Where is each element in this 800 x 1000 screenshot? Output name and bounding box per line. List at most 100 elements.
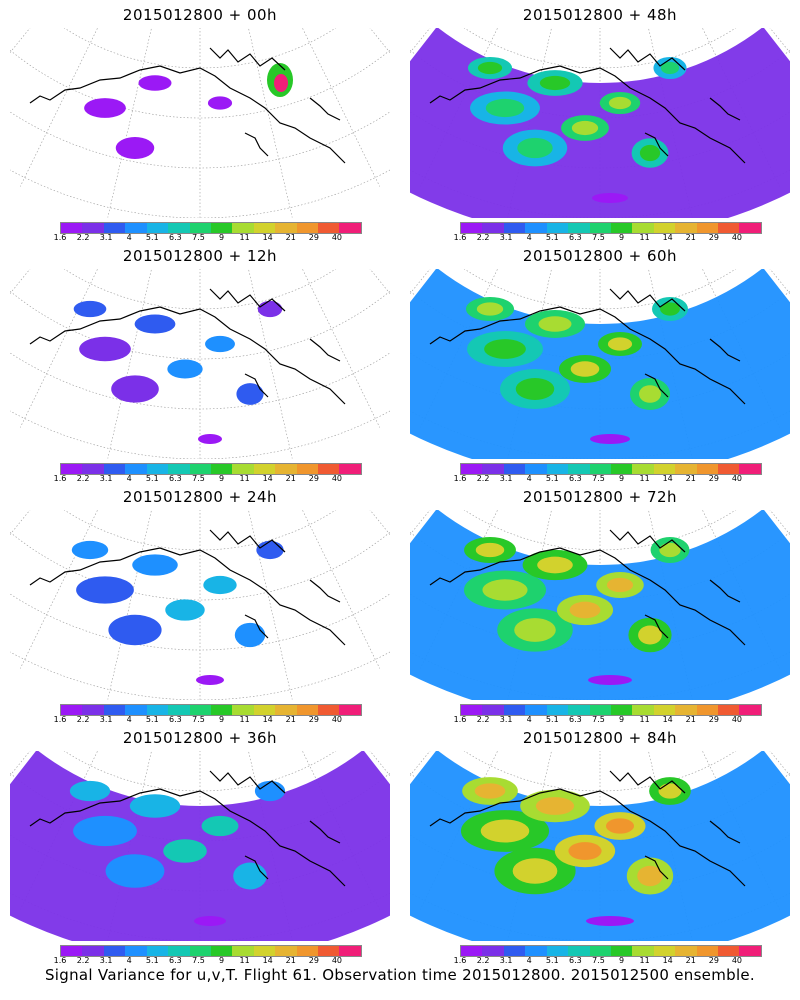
colorbar-swatch bbox=[589, 705, 611, 715]
colorbar-swatch bbox=[61, 223, 83, 233]
colorbar-swatch bbox=[525, 946, 547, 956]
colorbar-swatch bbox=[168, 464, 190, 474]
colorbar-tick-label: 11 bbox=[239, 233, 250, 242]
colorbar-swatch bbox=[189, 223, 211, 233]
colorbar-swatch bbox=[189, 946, 211, 956]
colorbar-tick-label: 14 bbox=[662, 474, 673, 483]
colorbar-tick-label: 4 bbox=[126, 956, 132, 965]
colorbar-swatch bbox=[696, 705, 719, 715]
colorbar-labels: 1.6 2.2 3.1 4 5.1 6.3 7.5 9 11 14 21 29 40 bbox=[454, 715, 766, 725]
colorbar-tick-label: 1.6 bbox=[53, 233, 67, 242]
colorbar-tick-label: 9 bbox=[618, 715, 625, 724]
colorbar-swatch bbox=[482, 464, 504, 474]
colorbar-labels: 1.6 2.2 3.1 4 5.1 6.3 7.5 9 11 14 21 29 40 bbox=[454, 474, 766, 484]
colorbar-swatch bbox=[568, 464, 590, 474]
colorbar-tick-label: 2.2 bbox=[476, 715, 490, 724]
colorbar-swatch bbox=[210, 223, 233, 233]
panel-title: 2015012800 + 60h bbox=[522, 247, 678, 265]
variance-field bbox=[71, 540, 284, 685]
colorbar-swatch bbox=[503, 464, 526, 474]
colorbar-tick-label: 7.5 bbox=[592, 715, 605, 724]
colorbar-tick-label: 3.1 bbox=[99, 233, 113, 242]
colorbar bbox=[60, 222, 362, 234]
colorbar-tick-label: 5.1 bbox=[145, 474, 159, 483]
colorbar-tick-label: 7.5 bbox=[592, 956, 605, 965]
colorbar-tick-label: 29 bbox=[308, 233, 319, 242]
colorbar-labels: 1.6 2.2 3.1 4 5.1 6.3 7.5 9 11 14 21 29 40 bbox=[453, 956, 766, 966]
colorbar-swatch bbox=[82, 464, 104, 474]
colorbar-tick-label: 1.6 bbox=[453, 956, 467, 965]
colorbar-tick-label: 9 bbox=[618, 233, 625, 242]
colorbar-tick-label: 29 bbox=[308, 474, 319, 483]
colorbar-tick-label: 21 bbox=[285, 715, 296, 724]
colorbar-tick-label: 4 bbox=[526, 233, 532, 242]
graticule bbox=[10, 28, 390, 218]
colorbar-swatch bbox=[653, 223, 676, 233]
colorbar-swatch bbox=[296, 705, 319, 715]
map-panel: 2015012800 + 72h 1.6 2.2 3.1 4 5.1 6.3 7.5 9 11 14… bbox=[400, 482, 800, 727]
colorbar-swatch bbox=[125, 464, 147, 474]
colorbar-tick-label: 7.5 bbox=[192, 715, 205, 724]
colorbar-swatch bbox=[189, 464, 211, 474]
colorbar-tick-label: 9 bbox=[218, 233, 225, 242]
colorbar-tick-label: 6.3 bbox=[569, 474, 582, 483]
colorbar-tick-label: 5.1 bbox=[145, 233, 159, 242]
colorbar-tick-label: 1.6 bbox=[53, 474, 67, 483]
colorbar-tick-label: 5.1 bbox=[545, 233, 559, 242]
colorbar-swatch bbox=[210, 946, 233, 956]
colorbar-swatch bbox=[546, 705, 569, 715]
colorbar-tick-label: 3.1 bbox=[99, 715, 113, 724]
panel-title: 2015012800 + 48h bbox=[522, 6, 678, 24]
colorbar-tick-label: 4 bbox=[126, 474, 132, 483]
colorbar-swatch bbox=[653, 705, 676, 715]
colorbar-swatch bbox=[739, 946, 761, 956]
colorbar-swatch bbox=[339, 705, 361, 715]
colorbar-swatch bbox=[461, 705, 483, 715]
colorbar-swatch bbox=[61, 705, 83, 715]
colorbar-tick-label: 21 bbox=[685, 233, 696, 242]
colorbar bbox=[460, 704, 762, 716]
colorbar-swatch bbox=[675, 464, 697, 474]
colorbar-tick-label: 40 bbox=[731, 956, 743, 965]
colorbar-swatch bbox=[503, 946, 526, 956]
colorbar-swatch bbox=[503, 705, 526, 715]
colorbar-swatch bbox=[632, 223, 654, 233]
colorbar-tick-label: 2.2 bbox=[76, 474, 90, 483]
colorbar bbox=[60, 704, 362, 716]
colorbar-tick-label: 2.2 bbox=[476, 233, 490, 242]
colorbar-tick-label: 11 bbox=[239, 956, 250, 965]
colorbar-swatch bbox=[318, 223, 340, 233]
colorbar-swatch bbox=[546, 946, 569, 956]
colorbar-swatch bbox=[482, 705, 504, 715]
colorbar-swatch bbox=[739, 223, 761, 233]
colorbar-swatch bbox=[589, 223, 611, 233]
panel-title: 2015012800 + 00h bbox=[122, 6, 278, 24]
coastlines bbox=[29, 770, 346, 887]
colorbar-tick-label: 21 bbox=[685, 956, 696, 965]
colorbar-swatch bbox=[653, 946, 676, 956]
colorbar-tick-label: 21 bbox=[285, 956, 296, 965]
colorbar-tick-label: 40 bbox=[331, 233, 343, 242]
colorbar-tick-label: 14 bbox=[262, 233, 273, 242]
colorbar-swatch bbox=[739, 464, 761, 474]
colorbar-tick-label: 2.2 bbox=[76, 956, 90, 965]
colorbar-swatch bbox=[632, 946, 654, 956]
panel-title: 2015012800 + 72h bbox=[522, 488, 678, 506]
colorbar-swatch bbox=[675, 223, 697, 233]
panel-title: 2015012800 + 12h bbox=[122, 247, 278, 265]
colorbar-tick-label: 5.1 bbox=[545, 956, 559, 965]
variance-field bbox=[10, 751, 390, 941]
forecast-map bbox=[410, 510, 790, 700]
map-panel: 2015012800 + 48h 1.6 2.2 3.1 4 5.1 6.3 7.5 9 11 14… bbox=[400, 0, 800, 245]
colorbar-swatch bbox=[718, 946, 740, 956]
colorbar-tick-label: 14 bbox=[262, 956, 273, 965]
colorbar-swatch bbox=[461, 223, 483, 233]
colorbar-swatch bbox=[125, 223, 147, 233]
variance-field bbox=[410, 269, 790, 459]
colorbar bbox=[460, 222, 762, 234]
colorbar-tick-label: 4 bbox=[526, 715, 532, 724]
forecast-map bbox=[410, 28, 790, 218]
colorbar bbox=[60, 945, 362, 957]
colorbar-tick-label: 11 bbox=[639, 715, 650, 724]
forecast-map bbox=[10, 751, 390, 941]
